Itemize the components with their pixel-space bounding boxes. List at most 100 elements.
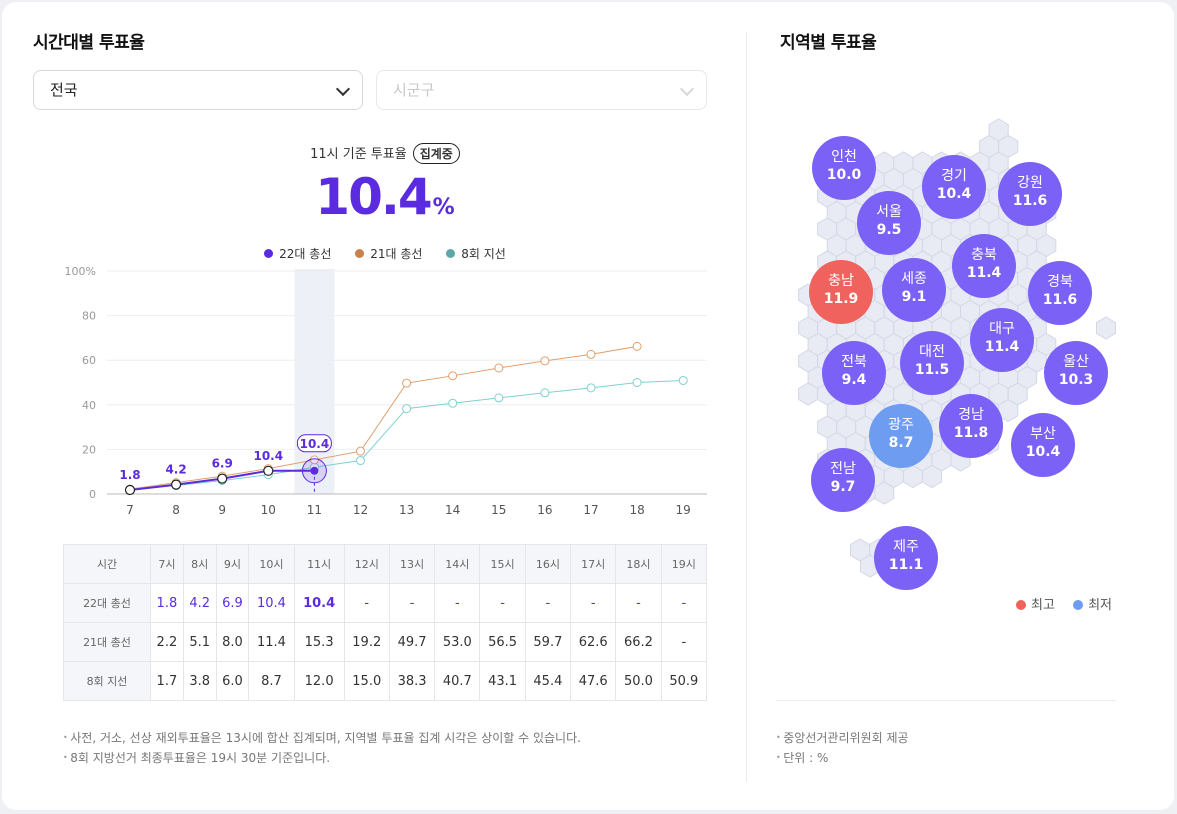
table-cell: 45.4	[524, 661, 572, 701]
table-cell: 19.2	[343, 622, 390, 662]
y-tick-label: 0	[89, 488, 96, 501]
region-경북[interactable]: 경북 11.6	[1028, 261, 1092, 325]
table-header-cell: 14시	[434, 544, 481, 584]
summary-rate-unit: %	[432, 195, 455, 220]
region-전남[interactable]: 전남 9.7	[811, 448, 875, 512]
region-충북[interactable]: 충북 11.4	[952, 234, 1016, 298]
legend-low-label: 최저	[1088, 598, 1112, 613]
summary-rate-value: 10.4	[315, 168, 432, 226]
region-울산[interactable]: 울산 10.3	[1044, 341, 1108, 405]
district-select[interactable]: 시군구	[376, 70, 707, 110]
region-name: 강원	[1017, 175, 1043, 191]
row-label: 8회 지선	[63, 661, 151, 701]
summary-rate: 10.4%	[0, 168, 770, 226]
table-cell: 40.7	[434, 661, 481, 701]
table-cell: 8.7	[248, 661, 295, 701]
region-value: 11.6	[1012, 193, 1048, 209]
series-8th-local-point	[494, 393, 504, 403]
table-header-cell: 13시	[388, 544, 436, 584]
legend-dot	[264, 249, 274, 258]
table-header-cell: 19시	[660, 544, 708, 584]
region-부산[interactable]: 부산 10.4	[1011, 413, 1075, 477]
region-대전[interactable]: 대전 11.5	[900, 331, 964, 395]
region-제주[interactable]: 제주 11.1	[874, 526, 938, 590]
table-cell: 15.3	[293, 622, 345, 662]
hex-cell	[902, 464, 923, 489]
row-label: 22대 총선	[63, 583, 151, 623]
hex-cell	[874, 481, 895, 505]
region-select[interactable]: 전국	[33, 70, 363, 110]
region-name: 세종	[901, 271, 927, 287]
region-value: 9.5	[876, 222, 902, 238]
legend-item: 8회 지선	[446, 247, 506, 261]
table-cell: -	[434, 583, 481, 623]
turnout-line-chart: 100% 80 60 40 20 0 7 8 9 10 11 12 13 14 15 16 17 18 19 1.8 4…	[65, 265, 707, 517]
note-item: 8회 지방선거 최종투표율은 19시 30분 기준입니다.	[63, 748, 581, 768]
table-cell: 62.6	[570, 622, 617, 662]
legend-dot	[446, 249, 456, 258]
table-cell: -	[524, 583, 572, 623]
summary-label: 11시 기준 투표율 집계중	[0, 143, 770, 164]
region-value: 9.4	[841, 372, 867, 388]
table-cell: 8.0	[215, 622, 250, 662]
region-광주[interactable]: 광주 8.7	[869, 404, 933, 468]
legend-item: 22대 총선	[264, 247, 331, 261]
region-강원[interactable]: 강원 11.6	[998, 162, 1062, 226]
table-cell: 5.1	[182, 622, 217, 662]
table-cell: 15.0	[343, 661, 390, 701]
map-legend: 최고 최저	[1016, 594, 1112, 613]
table-cell: 6.9	[215, 583, 250, 623]
table-cell: -	[615, 583, 662, 623]
table-header-row: 시간 7시 8시 9시 10시 11시 12시 13시 14시 15시 16시 …	[63, 544, 708, 584]
panel-divider	[746, 32, 747, 782]
table-cell: -	[660, 583, 708, 623]
table-cell: 47.6	[570, 661, 617, 701]
table-cell: -	[388, 583, 436, 623]
region-인천[interactable]: 인천 10.0	[812, 136, 876, 200]
region-value: 11.8	[953, 425, 989, 441]
region-name: 충남	[828, 273, 854, 289]
district-select-placeholder: 시군구	[393, 81, 435, 99]
region-경남[interactable]: 경남 11.8	[939, 394, 1003, 458]
region-name: 대구	[989, 321, 1015, 337]
region-서울[interactable]: 서울 9.5	[857, 191, 921, 255]
legend-high: 최고	[1016, 598, 1055, 613]
legend-low-dot	[1073, 600, 1084, 610]
region-전북[interactable]: 전북 9.4	[822, 341, 886, 405]
data-label: 10.4	[253, 449, 283, 463]
region-name: 울산	[1063, 354, 1089, 370]
series-8th-local-line	[129, 379, 684, 491]
region-대구[interactable]: 대구 11.4	[970, 308, 1034, 372]
table-header-cell: 8시	[182, 544, 217, 584]
region-value: 11.6	[1042, 292, 1078, 308]
table-header-cell: 시간	[63, 544, 151, 584]
table-cell: -	[343, 583, 390, 623]
x-tick-label: 12	[353, 503, 368, 517]
region-name: 광주	[888, 417, 914, 433]
table-cell: 59.7	[524, 622, 572, 662]
region-경기[interactable]: 경기 10.4	[922, 155, 986, 219]
table-header-cell: 10시	[248, 544, 295, 584]
y-tick-label: 60	[82, 354, 96, 367]
series-8th-local-point	[678, 375, 688, 385]
table-header-cell: 7시	[150, 544, 184, 584]
chevron-down-icon	[335, 81, 351, 97]
region-세종[interactable]: 세종 9.1	[882, 258, 946, 322]
series-21st-point	[586, 349, 596, 359]
x-tick-label: 18	[629, 503, 644, 517]
table-cell: 12.0	[293, 661, 345, 701]
legend-dot	[355, 249, 365, 258]
y-tick-label: 80	[82, 310, 96, 323]
series-21st-point	[448, 371, 458, 381]
data-label: 4.2	[165, 463, 186, 477]
table-cell: 53.0	[434, 622, 481, 662]
table-cell: 10.4	[248, 583, 295, 623]
region-name: 전북	[841, 354, 867, 370]
region-충남[interactable]: 충남 11.9	[809, 260, 873, 324]
table-cell: -	[570, 583, 617, 623]
table-cell: 43.1	[479, 661, 526, 701]
series-21st-line	[129, 345, 638, 490]
x-tick-label: 13	[399, 503, 414, 517]
right-notes: 중앙선거관리위원회 제공 단위 : %	[776, 728, 908, 768]
table-cell: 38.3	[388, 661, 436, 701]
